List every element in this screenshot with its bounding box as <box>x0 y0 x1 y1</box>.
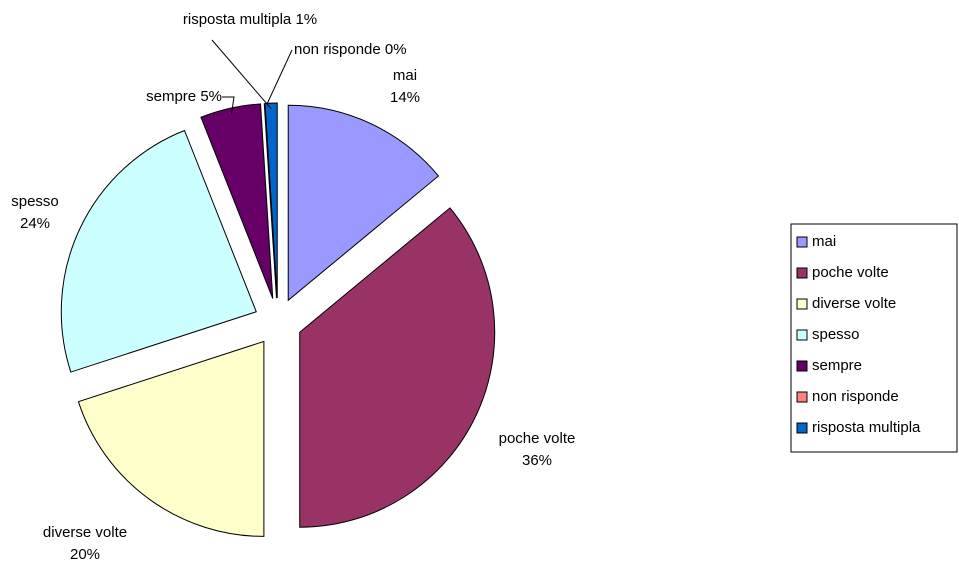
slice-label-name: mai <box>393 67 417 84</box>
legend-swatch <box>796 360 808 372</box>
slice-label-value: 24% <box>20 215 50 232</box>
legend-label: poche volte <box>812 264 889 281</box>
slice-label-value: 1% <box>295 11 317 28</box>
slice-label: mai 14% <box>390 67 420 106</box>
slice-label: risposta multipla 1% <box>183 11 317 28</box>
legend-swatch <box>796 391 808 403</box>
slice-label: sempre 5% <box>146 88 222 105</box>
slice-label-value: 0% <box>385 41 407 58</box>
leader-line <box>222 96 235 115</box>
pie-slice <box>60 129 257 373</box>
slice-label-value: 5% <box>200 88 222 105</box>
legend-box <box>790 223 958 453</box>
pie-slice <box>287 104 440 302</box>
slice-label-value: 14% <box>390 89 420 106</box>
legend-label: non risponde <box>812 388 899 405</box>
slice-label-name: non risponde <box>294 41 381 58</box>
legend-swatch <box>796 236 808 248</box>
legend-swatch <box>796 267 808 279</box>
legend-swatch <box>796 298 808 310</box>
slice-label-value: 20% <box>70 546 100 563</box>
slice-label-name: diverse volte <box>43 524 127 541</box>
slice-label-name: spesso <box>11 193 59 210</box>
pie-slice <box>299 207 496 528</box>
legend-swatch <box>796 329 808 341</box>
slice-label-value: 36% <box>522 452 552 469</box>
slice-label: spesso 24% <box>11 193 59 232</box>
slice-label-name: risposta multipla <box>183 11 292 28</box>
legend-label: sempre <box>812 357 862 374</box>
legend-label: risposta multipla <box>812 419 921 436</box>
leader-line <box>211 39 272 110</box>
legend-swatch <box>796 422 808 434</box>
legend-label: mai <box>812 233 836 250</box>
pie-slice <box>200 103 274 299</box>
slice-label-name: sempre <box>146 88 196 105</box>
pie-slice <box>77 340 265 537</box>
pie-slice <box>264 102 278 299</box>
slice-label: non risponde 0% <box>294 41 407 58</box>
legend-label: diverse volte <box>812 295 896 312</box>
slice-label-name: poche volte <box>499 430 576 447</box>
leader-line <box>264 49 293 110</box>
slice-label: poche volte 36% <box>499 430 576 469</box>
slice-label: diverse volte 20% <box>43 524 127 563</box>
legend-label: spesso <box>812 326 860 343</box>
